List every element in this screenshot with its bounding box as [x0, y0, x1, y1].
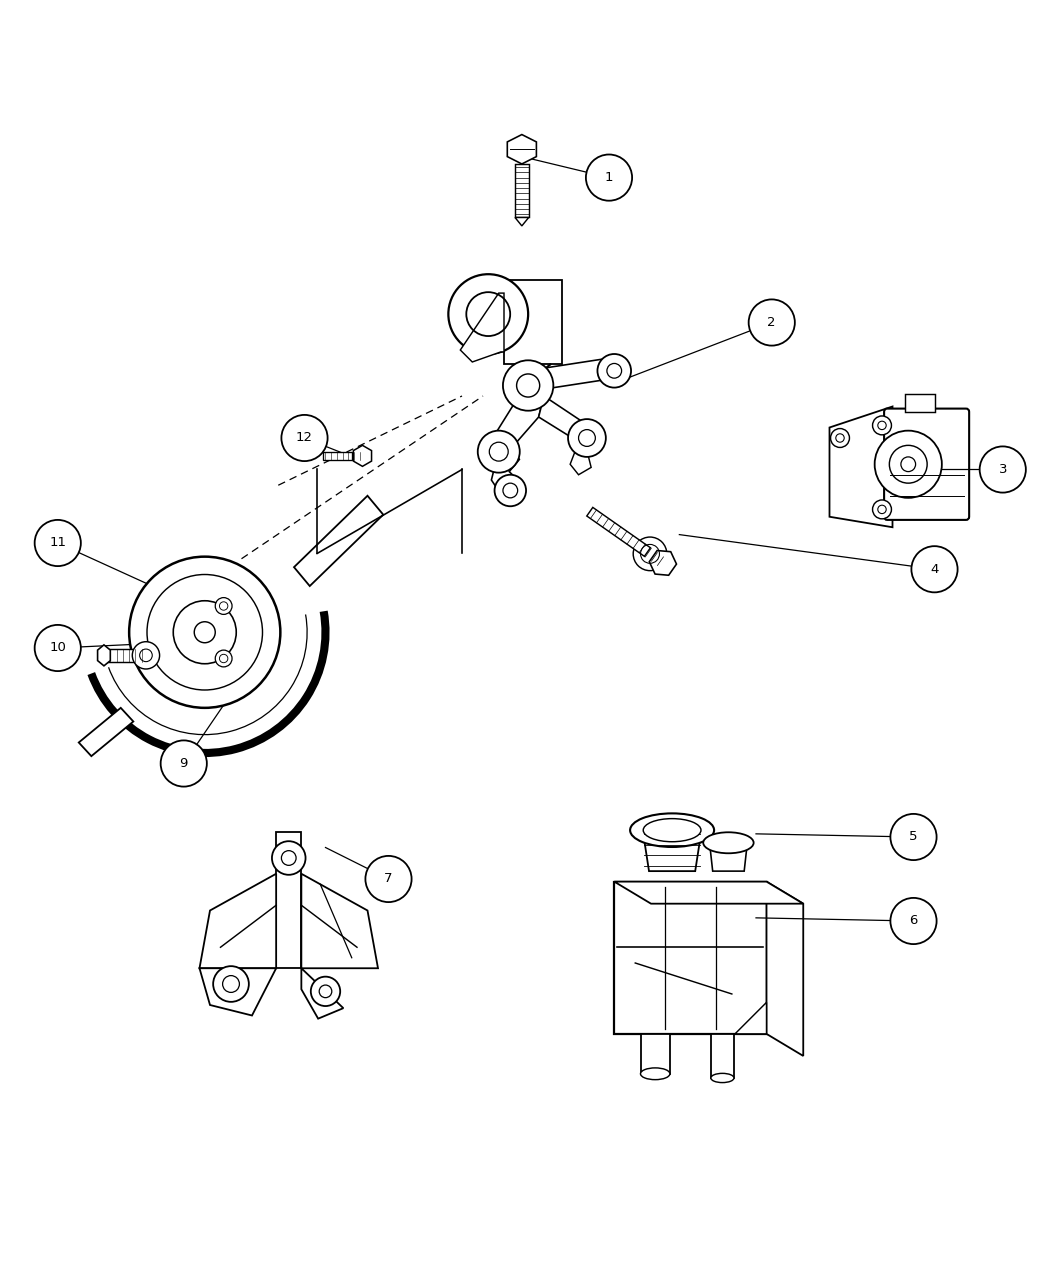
Circle shape [875, 431, 942, 497]
Polygon shape [905, 394, 934, 412]
Polygon shape [301, 873, 378, 968]
Circle shape [194, 622, 215, 643]
Polygon shape [514, 164, 528, 218]
Polygon shape [735, 1002, 766, 1034]
Circle shape [503, 361, 553, 411]
Polygon shape [640, 1034, 670, 1074]
Polygon shape [200, 968, 276, 1015]
Circle shape [911, 546, 958, 593]
Ellipse shape [644, 819, 701, 842]
Circle shape [568, 419, 606, 456]
Circle shape [873, 416, 891, 435]
Polygon shape [614, 881, 803, 904]
Circle shape [281, 414, 328, 462]
Ellipse shape [640, 1068, 670, 1080]
Circle shape [890, 898, 937, 944]
Text: 1: 1 [605, 171, 613, 184]
Text: 4: 4 [930, 562, 939, 576]
Polygon shape [830, 407, 892, 528]
Circle shape [633, 537, 667, 571]
Circle shape [213, 966, 249, 1002]
Polygon shape [710, 843, 748, 871]
Circle shape [448, 274, 528, 354]
Circle shape [749, 300, 795, 346]
Circle shape [311, 977, 340, 1006]
Polygon shape [486, 397, 544, 459]
Polygon shape [504, 280, 562, 365]
Text: 11: 11 [49, 537, 66, 550]
Circle shape [873, 500, 891, 519]
Circle shape [890, 813, 937, 861]
Circle shape [35, 520, 81, 566]
Circle shape [365, 856, 412, 903]
Circle shape [831, 428, 849, 448]
Polygon shape [643, 830, 701, 871]
Text: 12: 12 [296, 431, 313, 445]
Circle shape [161, 741, 207, 787]
Text: 3: 3 [999, 463, 1007, 476]
Polygon shape [460, 293, 504, 362]
Polygon shape [766, 881, 803, 1056]
Circle shape [980, 446, 1026, 492]
Polygon shape [570, 446, 591, 474]
Circle shape [215, 598, 232, 615]
Polygon shape [587, 507, 650, 556]
Polygon shape [533, 360, 623, 390]
Ellipse shape [711, 1074, 734, 1082]
Text: 2: 2 [768, 316, 776, 329]
Polygon shape [614, 881, 766, 1034]
FancyBboxPatch shape [884, 408, 969, 520]
Circle shape [495, 474, 526, 506]
Ellipse shape [704, 833, 754, 853]
Polygon shape [163, 581, 255, 682]
Text: 7: 7 [384, 872, 393, 886]
Polygon shape [200, 873, 276, 968]
Circle shape [129, 557, 280, 708]
Circle shape [132, 641, 160, 669]
Polygon shape [507, 135, 537, 164]
Polygon shape [354, 445, 372, 467]
Polygon shape [514, 218, 528, 226]
Text: 6: 6 [909, 914, 918, 927]
Polygon shape [98, 645, 110, 666]
Circle shape [478, 431, 520, 473]
Polygon shape [79, 708, 133, 756]
Text: 9: 9 [180, 757, 188, 770]
Circle shape [597, 354, 631, 388]
Polygon shape [301, 968, 343, 1019]
Polygon shape [491, 459, 520, 496]
Polygon shape [711, 1034, 734, 1077]
Polygon shape [104, 649, 144, 662]
Ellipse shape [630, 813, 714, 847]
Text: 10: 10 [49, 641, 66, 654]
Circle shape [147, 575, 262, 690]
Circle shape [173, 601, 236, 664]
Circle shape [586, 154, 632, 200]
Circle shape [35, 625, 81, 671]
Polygon shape [294, 496, 383, 586]
Text: 5: 5 [909, 830, 918, 844]
Polygon shape [276, 831, 301, 968]
Circle shape [272, 842, 306, 875]
Circle shape [215, 650, 232, 667]
Polygon shape [322, 451, 352, 460]
Polygon shape [539, 397, 591, 446]
Polygon shape [649, 551, 676, 575]
